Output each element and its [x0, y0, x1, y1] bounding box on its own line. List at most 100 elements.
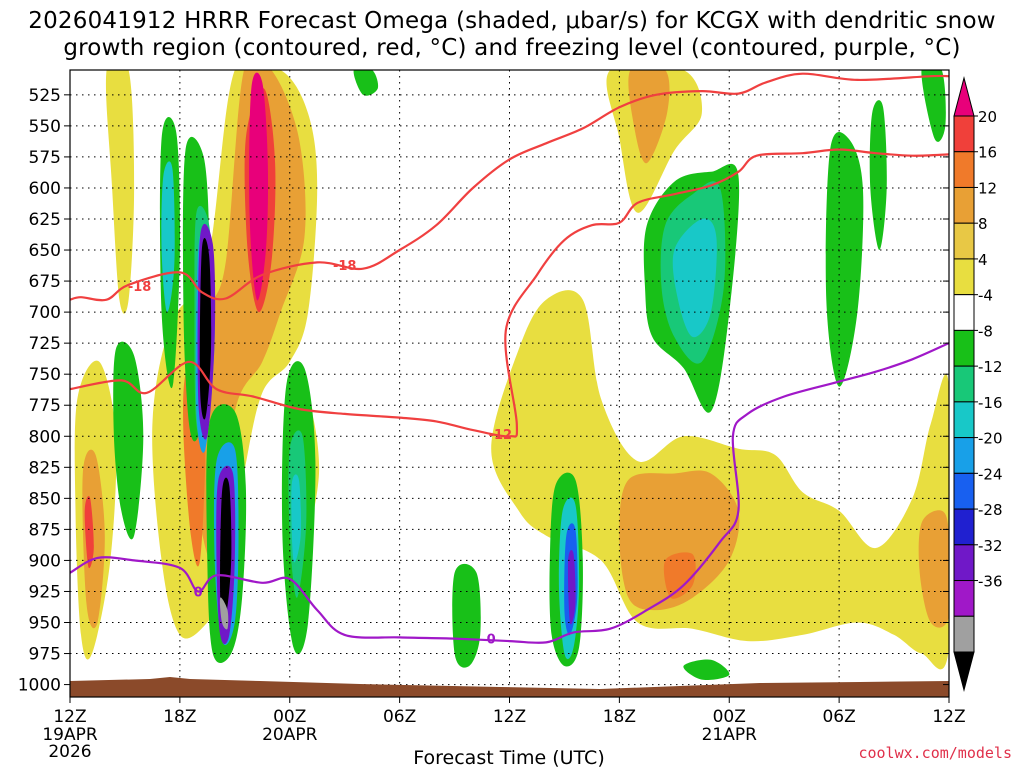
contour-label-0: 0 — [487, 633, 496, 648]
contour-label--18: -18 — [333, 259, 357, 274]
omega-region-17 — [113, 341, 144, 540]
colorbar-box-2 — [953, 186, 975, 224]
omega-region-37 — [567, 549, 576, 625]
colorbar-box-4 — [953, 258, 975, 296]
omega-region-0 — [105, 70, 135, 314]
x-tick-label-24: 12Z — [493, 707, 526, 727]
y-tick-label-625: 625 — [29, 210, 61, 230]
colorbar-label-13: -36 — [978, 573, 1003, 591]
omega-region-16 — [353, 70, 379, 96]
y-tick-label-600: 600 — [29, 179, 61, 199]
colorbar-box-8 — [953, 401, 975, 439]
colorbar-box-1 — [953, 151, 975, 188]
omega-region-41 — [825, 132, 864, 387]
chart-title-line-1: 2026041912 HRRR Forecast Omega (shaded, … — [28, 8, 996, 34]
y-tick-label-925: 925 — [29, 582, 61, 602]
chart-title: 2026041912 HRRR Forecast Omega (shaded, … — [0, 8, 1024, 62]
contour-label--18: -18 — [128, 280, 152, 295]
x-tick-label-6: 18Z — [163, 707, 196, 727]
x-tick-label-30: 18Z — [603, 707, 636, 727]
colorbar-label-10: -24 — [978, 465, 1003, 483]
omega-region-10 — [491, 290, 949, 670]
colorbar-box-10 — [953, 472, 975, 510]
omega-region-12 — [663, 552, 696, 599]
omega-region-3 — [84, 496, 94, 569]
y-tick-label-975: 975 — [29, 645, 61, 665]
y-tick-label-700: 700 — [29, 303, 61, 323]
colorbar-label-1: 16 — [978, 144, 997, 162]
colorbar-label-8: -16 — [978, 394, 1003, 412]
omega-region-42 — [869, 100, 887, 250]
y-tick-label-550: 550 — [29, 117, 61, 137]
colorbar-box-9 — [953, 437, 975, 474]
x-axis-title: Forecast Time (UTC) — [413, 747, 604, 768]
contour--18 — [70, 72, 949, 302]
omega-region-43 — [921, 70, 946, 142]
colorbar-label-7: -12 — [978, 358, 1003, 376]
omega-region-30 — [219, 597, 229, 630]
gridlines — [70, 70, 949, 697]
omega-region-33 — [452, 563, 481, 668]
x-date-label-0: 19APR — [42, 725, 98, 745]
contour-0 — [70, 342, 949, 644]
colorbar-label-3: 8 — [978, 215, 988, 233]
y-tick-label-775: 775 — [29, 396, 61, 416]
y-tick-label-725: 725 — [29, 334, 61, 354]
omega-region-13 — [918, 510, 949, 628]
colorbar-label-5: -4 — [978, 287, 993, 305]
colorbar-label-0: 20 — [978, 108, 997, 126]
y-tick-label-800: 800 — [29, 427, 61, 447]
colorbar-label-12: -32 — [978, 537, 1003, 555]
omega-region-20 — [291, 474, 302, 563]
colorbar-label-4: 4 — [978, 251, 988, 269]
colorbar-label-2: 12 — [978, 179, 997, 197]
x-date-label-12: 20APR — [262, 725, 318, 745]
colorbar-bottom-triangle — [953, 651, 975, 692]
contour-layer: -18 -18 -12 0 0 — [70, 72, 949, 648]
colorbar-label-11: -28 — [978, 501, 1003, 519]
y-tick-label-575: 575 — [29, 148, 61, 168]
chart-title-line-2: growth region (contoured, red, °C) and f… — [63, 35, 961, 61]
y-tick-label-525: 525 — [29, 86, 61, 106]
omega-region-44 — [683, 659, 730, 680]
x-tick-label-36: 00Z — [713, 707, 746, 727]
x-tick-label-18: 06Z — [383, 707, 416, 727]
contour-label--12: -12 — [489, 428, 513, 443]
colorbar-box-5 — [953, 294, 975, 331]
colorbar-label-6: -8 — [978, 322, 993, 340]
contour-label-0: 0 — [194, 585, 203, 600]
omega-region-40 — [672, 218, 717, 338]
y-tick-label-675: 675 — [29, 272, 61, 292]
y-tick-label-1000: 1000 — [18, 676, 61, 696]
y-tick-label-750: 750 — [29, 365, 61, 385]
y-tick-label-825: 825 — [29, 458, 61, 478]
omega-shading-layer — [74, 70, 949, 680]
y-tick-label-950: 950 — [29, 614, 61, 634]
colorbar-box-3 — [953, 222, 975, 260]
colorbar-box-6 — [953, 329, 975, 367]
x-year-label: 2026 — [48, 742, 91, 762]
y-tick-label-875: 875 — [29, 520, 61, 540]
omega-region-11 — [619, 470, 740, 611]
y-tick-label-900: 900 — [29, 551, 61, 571]
y-tick-label-650: 650 — [29, 241, 61, 261]
colorbar-label-9: -20 — [978, 430, 1003, 448]
y-axis: 525 550 575 600 625 650 675 700 725 750 775 800 825 8… — [18, 86, 949, 696]
colorbar-top-triangle — [953, 76, 975, 117]
terrain-ground-fill — [70, 677, 949, 697]
colorbar-box-13 — [953, 580, 975, 617]
colorbar-box-0 — [953, 115, 975, 153]
x-date-label-36: 21APR — [702, 725, 758, 745]
x-tick-label-48: 12Z — [932, 707, 965, 727]
y-tick-label-850: 850 — [29, 489, 61, 509]
omega-colorbar: 20 16 12 8 4 -4 -8 -12 -16 -20 -24 -28 -32 -36 — [953, 76, 1003, 692]
colorbar-box-11 — [953, 508, 975, 546]
credit-link[interactable]: coolwx.com/models — [858, 744, 1012, 762]
omega-region-8 — [249, 72, 269, 301]
contour--12 — [70, 148, 949, 438]
omega-region-29 — [220, 477, 232, 619]
x-tick-label-12: 00Z — [273, 707, 306, 727]
x-tick-label-0: 12Z — [53, 707, 86, 727]
